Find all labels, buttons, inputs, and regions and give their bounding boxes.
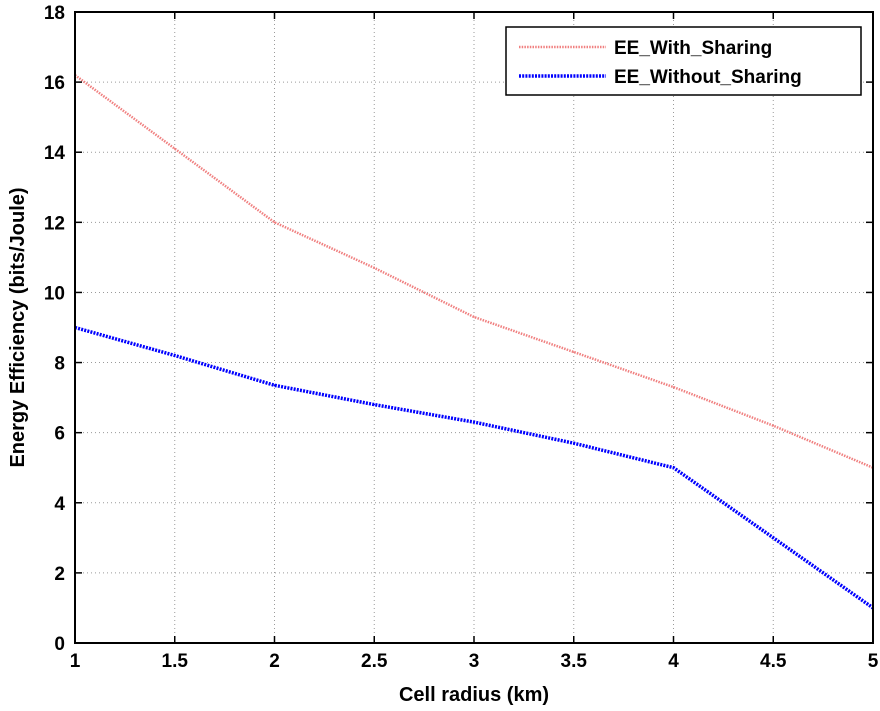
grid — [75, 12, 873, 643]
x-axis-label: Cell radius (km) — [399, 684, 549, 706]
y-tick-label: 12 — [44, 213, 65, 234]
y-axis-label: Energy Efficiency (bits/Joule) — [7, 187, 29, 467]
y-tick-label: 4 — [54, 494, 65, 515]
y-tick-label: 18 — [44, 3, 65, 24]
y-tick-label: 8 — [54, 354, 65, 375]
y-tick-label: 10 — [44, 283, 65, 304]
data-point-ee-with-sharing — [273, 221, 276, 224]
y-tick-label: 0 — [54, 634, 65, 655]
y-tick-label: 16 — [44, 73, 65, 94]
x-tick-label: 4 — [668, 651, 679, 672]
y-tick-label: 6 — [54, 424, 65, 445]
data-point-ee-without-sharing — [772, 537, 775, 539]
data-point-ee-without-sharing — [473, 421, 475, 423]
x-tick-label: 3 — [469, 651, 480, 672]
x-tick-label: 1 — [70, 651, 81, 672]
data-point-ee-with-sharing — [772, 424, 775, 427]
data-point-ee-without-sharing — [373, 403, 376, 406]
data-point-ee-without-sharing — [173, 354, 176, 357]
data-point-ee-without-sharing — [672, 466, 675, 469]
legend: EE_With_Sharing EE_Without_Sharing — [505, 26, 862, 96]
legend-box — [505, 26, 862, 96]
y-tick-label: 14 — [44, 143, 66, 164]
y-tick-label: 2 — [54, 564, 65, 585]
data-point-ee-with-sharing — [173, 147, 176, 150]
data-point-ee-with-sharing — [373, 267, 376, 269]
axis-ticks: 1 1.5 2 2.5 3 3.5 4 4.5 5 0 2 4 6 8 10 12 14 16 18 — [44, 3, 879, 672]
data-point-ee-without-sharing — [273, 384, 276, 387]
data-point-ee-with-sharing — [473, 316, 475, 318]
data-point-ee-without-sharing — [572, 442, 575, 444]
series-line-ee-without-sharing — [74, 325, 875, 610]
x-tick-label: 2.5 — [361, 651, 388, 672]
x-tick-label: 3.5 — [561, 651, 588, 672]
x-tick-label: 4.5 — [760, 651, 787, 672]
x-tick-label: 5 — [868, 651, 879, 672]
legend-label-ee-with-sharing: EE_With_Sharing — [614, 38, 772, 59]
legend-label-ee-without-sharing: EE_Without_Sharing — [614, 67, 802, 88]
x-tick-label: 1.5 — [162, 651, 189, 672]
data-point-ee-with-sharing — [572, 351, 575, 353]
data-point-ee-with-sharing — [672, 386, 675, 388]
series-line-ee-with-sharing — [74, 74, 874, 469]
x-tick-label: 2 — [269, 651, 280, 672]
